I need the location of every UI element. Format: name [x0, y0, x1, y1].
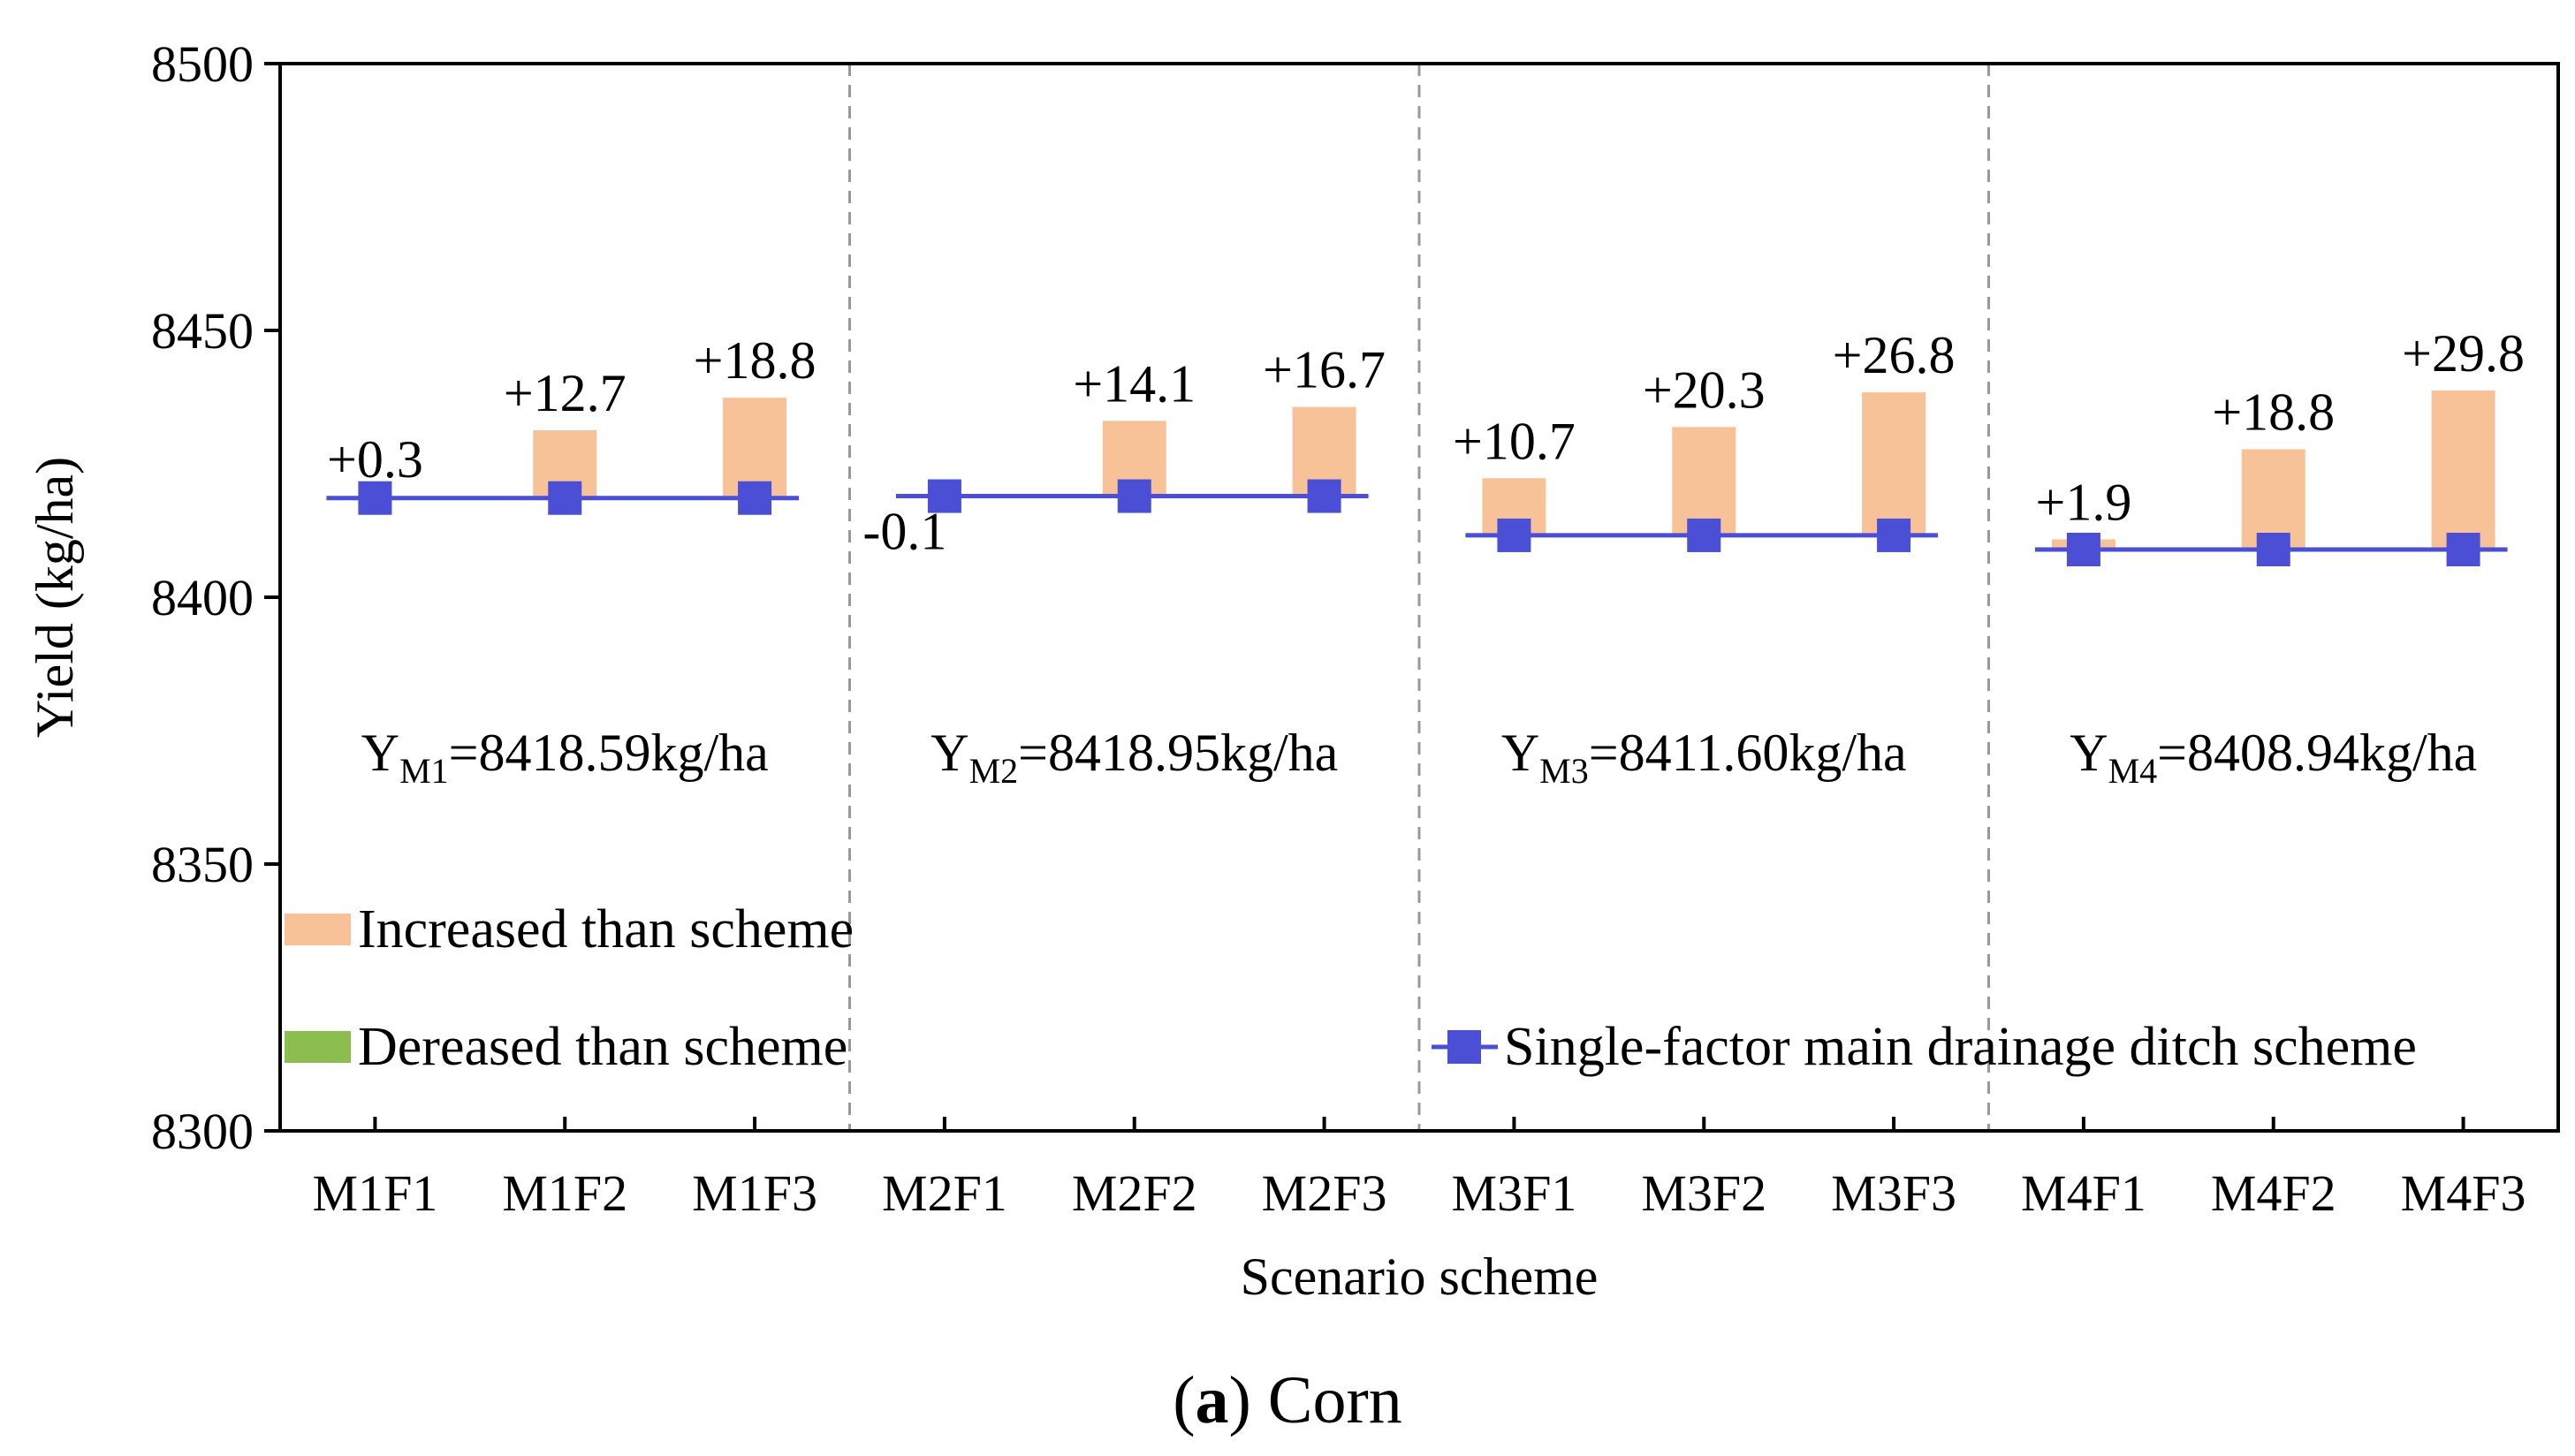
group-mean-subscript: M4: [2108, 751, 2158, 791]
y-tick-label: 8350: [151, 836, 254, 893]
group-mean-label-m4: YM4=8408.94kg/ha: [2070, 724, 2477, 791]
marker-m1f3: [738, 481, 772, 515]
group-mean-label-m3: YM3=8411.60kg/ha: [1501, 724, 1907, 791]
caption-letter: a: [1196, 1363, 1229, 1437]
x-tick-label: M1F2: [502, 1164, 627, 1222]
delta-label-m3f2: +20.3: [1643, 360, 1766, 419]
y-tick-label: 8400: [151, 569, 254, 626]
y-tick-label: 8500: [151, 35, 254, 93]
x-tick-label: M3F2: [1641, 1164, 1766, 1222]
axes: 8300 8350 8400 8450 8500 M1F1 M1F2 M1F3 M2F1 M2F2…: [26, 35, 2560, 1437]
legend-label-increased: Increased than scheme: [358, 899, 854, 959]
delta-label-m3f1: +10.7: [1453, 412, 1576, 470]
y-tick-label: 8450: [151, 302, 254, 360]
group-mean-label-m1: YM1=8418.59kg/ha: [361, 724, 769, 791]
delta-label-m2f1: -0.1: [862, 503, 946, 561]
figure-caption: (a) Corn: [1173, 1363, 1402, 1437]
bar-m3f2: [1672, 427, 1736, 535]
legend-label-decreased: Dereased than scheme: [358, 1017, 847, 1077]
marker-m4f3: [2446, 533, 2480, 567]
x-tick-label: M3F3: [1831, 1164, 1956, 1222]
group-mean-subscript: M1: [399, 751, 449, 791]
legend-marker-sample: [1447, 1030, 1481, 1064]
marker-m3f3: [1877, 518, 1911, 552]
baseline-lines: [326, 494, 2508, 552]
marker-m1f2: [548, 481, 582, 515]
group-dividers: [848, 64, 1990, 1131]
bar-m4f3: [2431, 391, 2495, 550]
x-tick-label: M4F1: [2021, 1164, 2146, 1222]
group-mean-value: =8418.59kg/ha: [449, 724, 769, 782]
delta-label-m1f1: +0.3: [327, 430, 423, 489]
x-tick-label: M3F1: [1452, 1164, 1577, 1222]
delta-label-m4f3: +29.8: [2402, 324, 2525, 383]
marker-m4f2: [2256, 533, 2290, 567]
x-tick-label: M2F1: [882, 1164, 1007, 1222]
delta-label-m1f2: +12.7: [504, 364, 627, 422]
marker-m2f2: [1117, 479, 1151, 513]
x-tick-label: M1F1: [313, 1164, 438, 1222]
group-mean-subscript: M2: [969, 751, 1019, 791]
group-mean-main: Y: [2070, 724, 2108, 782]
y-tick-label: 8300: [151, 1103, 254, 1160]
group-mean-main: Y: [930, 724, 968, 782]
group-mean-subscript: M3: [1539, 751, 1589, 791]
delta-label-m2f2: +14.1: [1073, 354, 1196, 413]
x-tick-label: M2F3: [1262, 1164, 1387, 1222]
marker-m3f1: [1497, 518, 1531, 552]
delta-label-m1f3: +18.8: [694, 331, 817, 390]
marker-m2f3: [1307, 479, 1341, 513]
baseline-markers: [358, 479, 2480, 567]
delta-label-m4f2: +18.8: [2212, 383, 2335, 441]
group-mean-main: Y: [361, 724, 399, 782]
group-mean-label-m2: YM2=8418.95kg/ha: [930, 724, 1338, 791]
group-mean-value: =8411.60kg/ha: [1589, 724, 1907, 782]
delta-label-m4f1: +1.9: [2035, 474, 2131, 532]
marker-m2f1: [927, 479, 961, 513]
caption-rest: ) Corn: [1229, 1363, 1402, 1437]
x-tick-label: M2F2: [1072, 1164, 1197, 1222]
x-tick-label: M4F3: [2401, 1164, 2526, 1222]
marker-m1f1: [358, 481, 392, 515]
bar-m3f3: [1862, 392, 1926, 535]
legend-label-line: Single-factor main drainage ditch scheme: [1504, 1017, 2417, 1077]
legend: Increased than scheme Dereased than schem…: [285, 899, 2417, 1077]
x-tick-label: M1F3: [692, 1164, 817, 1222]
y-axis-title: Yield (kg/ha): [26, 457, 84, 738]
group-mean-value: =8418.95kg/ha: [1018, 724, 1338, 782]
marker-m3f2: [1687, 518, 1721, 552]
legend-swatch-decreased: [285, 1031, 351, 1063]
group-mean-value: =8408.94kg/ha: [2157, 724, 2477, 782]
group-mean-main: Y: [1501, 724, 1539, 782]
marker-m4f1: [2066, 533, 2100, 567]
labels: +0.3 +12.7 +18.8 -0.1 +14.1 +16.7 +10.7 +20.3 +2…: [327, 324, 2525, 791]
x-tick-label: M4F2: [2211, 1164, 2336, 1222]
legend-swatch-increased: [285, 914, 351, 945]
delta-label-m2f3: +16.7: [1263, 341, 1386, 399]
x-axis-title: Scenario scheme: [1241, 1247, 1599, 1306]
delta-label-m3f3: +26.8: [1833, 326, 1956, 384]
caption-open: (: [1173, 1363, 1195, 1437]
